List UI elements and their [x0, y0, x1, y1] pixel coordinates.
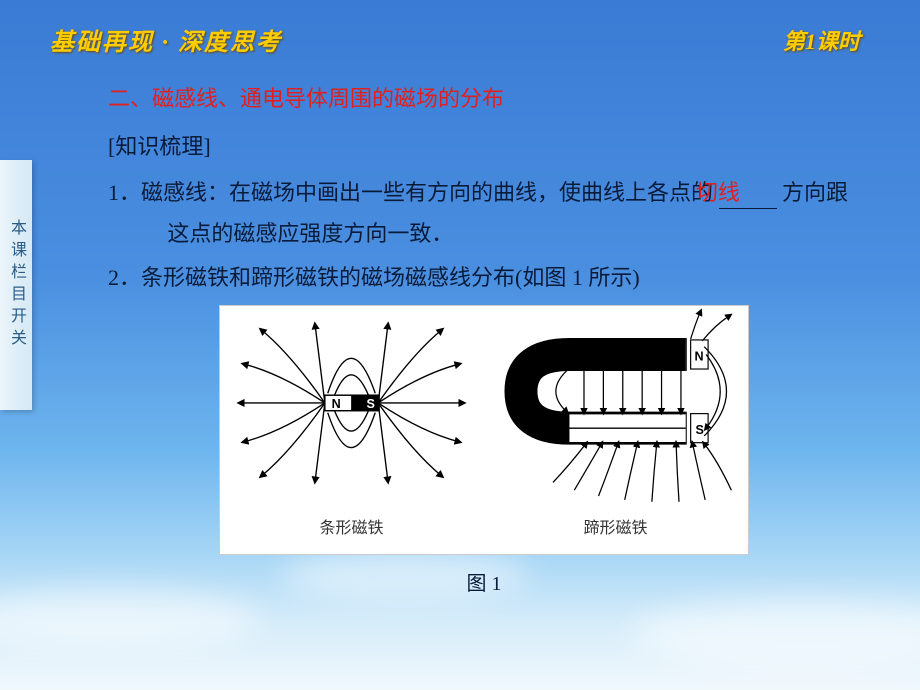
subfig-bar-magnet: N S 条形磁铁: [220, 306, 483, 554]
horseshoe-svg: N S: [483, 306, 748, 510]
slide-header-left: 基础再现 · 深度思考: [50, 22, 282, 57]
subfig-label-right: 蹄形磁铁: [583, 514, 647, 544]
slide-content: 二、磁感线、通电导体周围的磁场的分布 [知识梳理] 1．磁感线：在磁场中画出一些…: [108, 78, 860, 603]
pole-n: N: [332, 397, 341, 411]
sidebar-label: 本课栏目开关: [4, 219, 28, 351]
bar-magnet-svg: N S: [229, 306, 474, 510]
figure-caption: 图 1: [108, 565, 860, 603]
pole-n-h: N: [695, 349, 704, 363]
figure-1: N S 条形磁铁: [219, 305, 749, 555]
blank-answer: 切线: [719, 180, 777, 209]
subfig-horseshoe-magnet: N S: [483, 306, 748, 554]
knowledge-label: [知识梳理]: [108, 126, 860, 168]
bg-cloud: [630, 600, 920, 670]
subfig-label-left: 条形磁铁: [319, 514, 383, 544]
point-1: 1．磁感线：在磁场中画出一些有方向的曲线，使曲线上各点的 切线 方向跟这点的磁感…: [108, 172, 860, 256]
figure-container: N S 条形磁铁: [108, 305, 860, 555]
slide-header-right: 第1课时: [783, 24, 860, 56]
point-2: 2．条形磁铁和蹄形磁铁的磁场磁感线分布(如图 1 所示): [108, 257, 860, 299]
section-title: 二、磁感线、通电导体周围的磁场的分布: [108, 78, 860, 120]
sidebar-tab[interactable]: 本课栏目开关: [0, 160, 32, 410]
pole-s-h: S: [695, 423, 703, 437]
pole-s: S: [367, 397, 375, 411]
